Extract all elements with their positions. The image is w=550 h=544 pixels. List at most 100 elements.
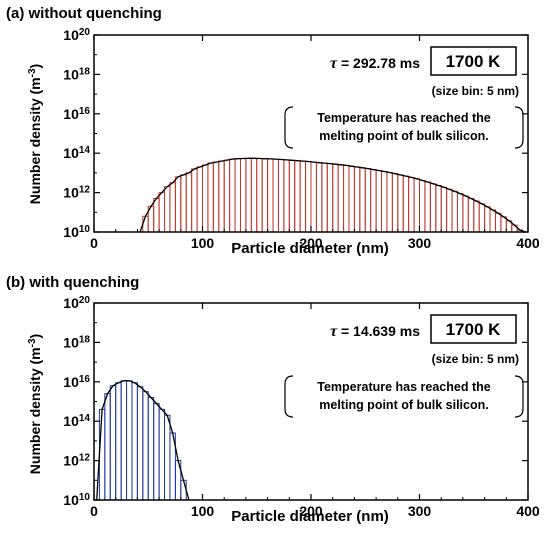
bar	[375, 170, 383, 233]
bar	[229, 158, 236, 233]
y-tick-label: 1018	[63, 66, 90, 83]
bar	[207, 162, 214, 233]
panel-b-x-axis: 0 100 200 300 400	[90, 303, 540, 519]
bar	[153, 402, 160, 501]
bar	[104, 393, 111, 501]
panel-b-label: (b) with quenching	[6, 274, 139, 291]
x-tick-label: 400	[516, 503, 540, 519]
panel-a-note-line-2: melting point of bulk silicon.	[319, 129, 488, 143]
bar	[288, 159, 296, 233]
bar	[321, 162, 328, 233]
bar	[473, 200, 480, 233]
bar	[402, 175, 410, 233]
bar	[212, 161, 220, 233]
panel-b-note-bracket-right	[514, 375, 524, 418]
bar	[494, 212, 502, 233]
bar	[381, 171, 388, 233]
bar	[164, 186, 171, 233]
bar	[115, 382, 122, 501]
x-tick-label: 100	[191, 503, 215, 519]
x-tick-label: 100	[191, 235, 215, 251]
bar	[364, 168, 372, 233]
panel-a-y-axis-label: Number density (m-3)	[27, 64, 44, 204]
bar	[202, 164, 209, 233]
bar	[180, 479, 187, 501]
bar	[386, 172, 393, 233]
bar	[174, 176, 182, 233]
bar	[408, 176, 415, 233]
panel-b-note-line-1: Temperature has reached the	[317, 380, 490, 394]
bar	[294, 160, 301, 233]
panel-a-distribution-line	[139, 157, 526, 233]
panel-a-label: (a) without quenching	[6, 5, 162, 22]
bar	[147, 397, 155, 501]
bar	[315, 162, 323, 233]
bar	[98, 408, 106, 501]
bar	[326, 163, 334, 233]
bar	[283, 159, 290, 233]
bar	[169, 182, 176, 233]
panel-b-temperature-box	[430, 314, 517, 344]
y-tick-label: 1010	[63, 492, 90, 509]
bar	[136, 386, 144, 501]
bar	[239, 158, 247, 233]
y-tick-label: 1020	[63, 27, 90, 44]
panel-b-bars	[98, 380, 187, 501]
bar	[142, 215, 149, 233]
bar	[131, 382, 138, 501]
bar	[261, 158, 269, 233]
x-tick-label: 200	[299, 503, 323, 519]
bar	[153, 198, 160, 233]
bar	[245, 157, 252, 233]
panel-b-size-bin: (size bin: 5 nm)	[432, 352, 519, 366]
bar	[500, 216, 507, 233]
bar	[440, 186, 448, 233]
y-tick-label: 1020	[63, 295, 90, 312]
panel-b-tau-readout: τ = 14.639 ms	[330, 323, 420, 340]
y-tick-label: 1016	[63, 373, 90, 390]
panel-a-bars	[142, 157, 524, 233]
panel-a-size-bin: (size bin: 5 nm)	[432, 84, 519, 98]
bar	[391, 173, 399, 233]
bar	[343, 164, 350, 233]
bar	[484, 206, 491, 233]
bar	[348, 165, 355, 233]
bar	[250, 157, 258, 233]
bar	[126, 380, 133, 501]
bar	[337, 164, 345, 233]
bar	[489, 209, 496, 233]
bar	[120, 380, 128, 501]
bar	[196, 166, 203, 233]
y-tick-label: 1010	[63, 224, 90, 241]
bar	[299, 160, 307, 233]
y-tick-label: 1014	[63, 413, 90, 430]
bar	[478, 203, 486, 233]
bar	[332, 163, 339, 233]
panel-a-temperature-box	[430, 46, 517, 76]
bar	[180, 174, 187, 233]
y-tick-label: 1018	[63, 334, 90, 351]
panel-b-x-axis-label: Particle diameter (nm)	[231, 508, 389, 525]
panel-a-y-axis: 1010 1012 1014 1016 1018 1020	[63, 27, 528, 241]
bar	[424, 181, 431, 233]
x-tick-label: 200	[299, 235, 323, 251]
y-tick-label: 1012	[63, 184, 90, 201]
x-tick-label: 300	[408, 235, 432, 251]
panel-b-note-bracket-left	[284, 375, 294, 418]
bar	[109, 385, 117, 501]
panel-b-distribution-line	[96, 380, 190, 501]
bar	[164, 414, 171, 501]
panel-b-y-axis: 1010 1012 1014 1016 1018 1020	[63, 295, 528, 509]
bar	[191, 168, 198, 233]
bar	[353, 166, 361, 233]
bar	[435, 185, 442, 233]
bar	[310, 161, 317, 233]
bar	[451, 190, 458, 233]
bar	[397, 174, 404, 233]
bar	[413, 178, 421, 233]
panel-a-x-axis: 0 100 200 300 400	[90, 35, 540, 251]
bar	[234, 158, 241, 233]
panel-a-tau-readout: τ = 292.78 ms	[330, 55, 420, 72]
x-tick-label: 400	[516, 235, 540, 251]
bar	[272, 158, 279, 233]
